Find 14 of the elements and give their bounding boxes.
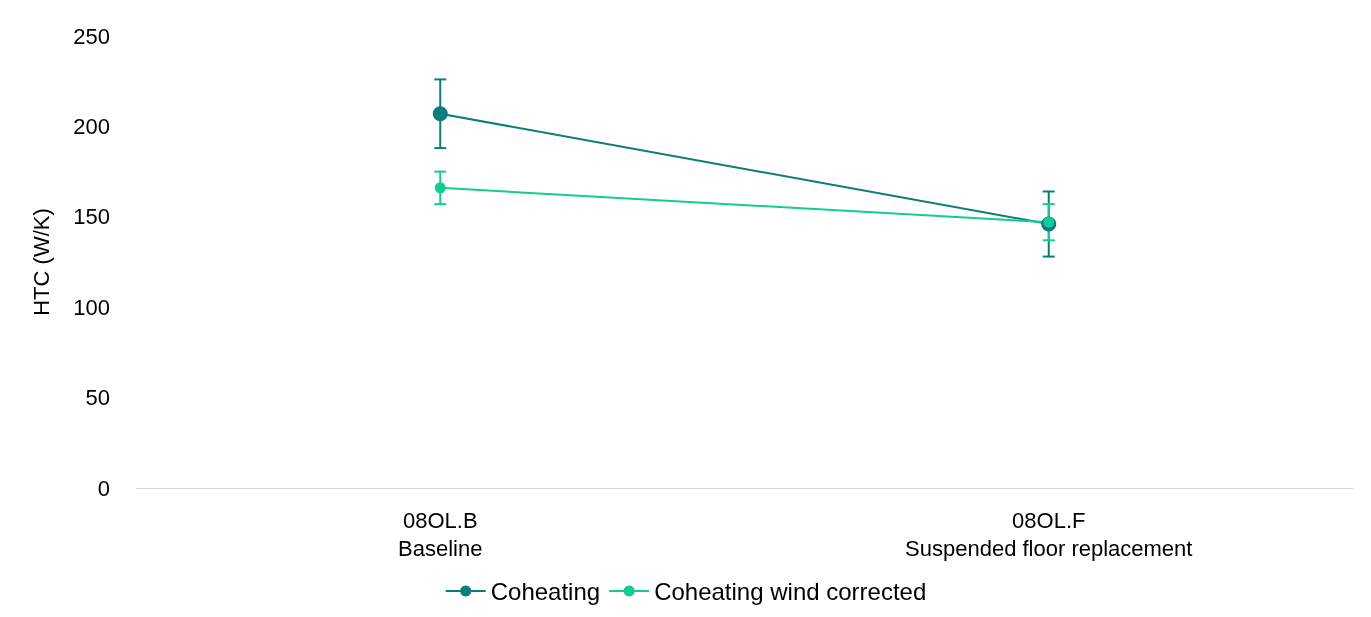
point <box>1043 216 1055 228</box>
x-tick-label: 08OL.B Baseline <box>398 507 483 561</box>
y-axis-title: HTC (W/K) <box>28 208 54 316</box>
point <box>432 106 448 122</box>
y-tick-label: 50 <box>85 385 110 411</box>
y-tick-label: 250 <box>73 23 110 49</box>
y-tick-label: 200 <box>73 113 110 139</box>
point <box>434 182 446 194</box>
legend-label: Coheating <box>490 577 601 605</box>
y-tick-label: 150 <box>73 204 110 230</box>
y-tick-label: 100 <box>73 294 110 320</box>
legend-label: Coheating wind corrected <box>654 577 927 605</box>
x-tick-label: 08OL.F Suspended floor replacement <box>905 507 1193 561</box>
y-tick-label: 0 <box>97 475 110 501</box>
